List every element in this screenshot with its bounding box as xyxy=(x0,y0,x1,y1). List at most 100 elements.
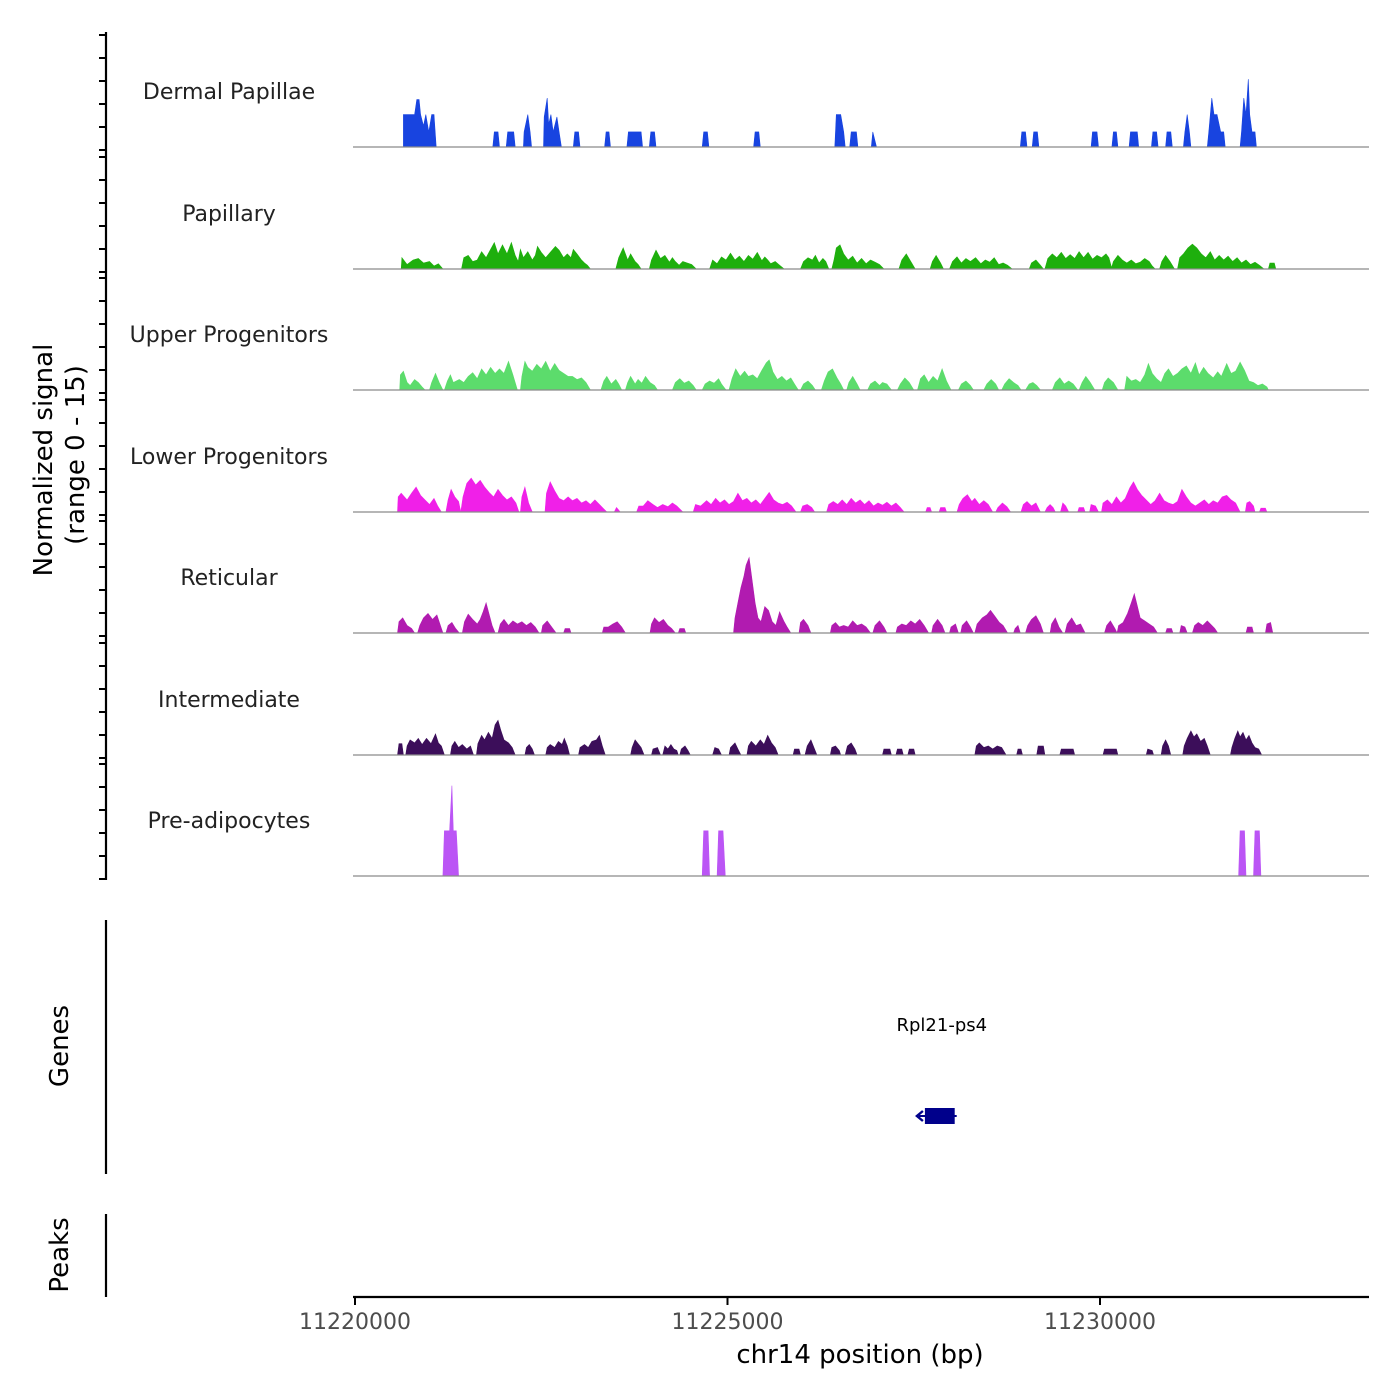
gene-label: Rpl21-ps4 xyxy=(897,1015,988,1036)
signal-area xyxy=(648,249,697,270)
signal-area xyxy=(636,500,684,513)
x-axis-title: chr14 position (bp) xyxy=(736,1340,983,1370)
signal-area xyxy=(844,742,858,756)
signal-area xyxy=(572,131,581,148)
signal-area xyxy=(792,748,801,756)
signal-area xyxy=(1245,626,1254,634)
signal-area xyxy=(804,739,818,756)
signal-area xyxy=(800,504,816,513)
signal-area xyxy=(1265,622,1274,634)
y-axis-title-line2: (range 0 - 15) xyxy=(61,365,91,545)
signal-area xyxy=(895,618,930,634)
signal-area xyxy=(461,241,592,270)
signal-area xyxy=(492,131,500,148)
signal-area xyxy=(543,97,562,148)
track-upper-progenitors: Upper Progenitors xyxy=(130,323,1369,391)
track-papillary: Papillary xyxy=(182,202,1369,270)
signal-area xyxy=(399,370,426,391)
signal-area xyxy=(679,745,691,756)
genes-panel-label: Genes xyxy=(45,1005,75,1087)
signal-area xyxy=(1077,507,1086,513)
signal-area xyxy=(829,745,842,756)
signal-area xyxy=(520,360,591,391)
signal-area xyxy=(709,251,785,270)
track-intermediate: Intermediate xyxy=(158,688,1369,756)
signal-area xyxy=(949,623,959,634)
signal-area xyxy=(397,617,416,634)
signal-area xyxy=(615,247,642,270)
signal-area xyxy=(867,380,892,391)
signal-area xyxy=(949,256,1013,270)
signal-area xyxy=(1044,251,1113,270)
x-axis-ticks: 11220000 11225000 11230000 xyxy=(299,1297,1156,1335)
signal-area xyxy=(1020,501,1041,513)
signal-area xyxy=(1064,617,1086,634)
signal-area xyxy=(798,618,812,634)
signal-area xyxy=(929,254,944,270)
signal-area xyxy=(1090,131,1099,148)
signal-area xyxy=(450,740,474,756)
signal-area xyxy=(563,628,572,634)
signal-area xyxy=(957,380,974,391)
x-tick-label: 11220000 xyxy=(299,1310,411,1335)
signal-area xyxy=(540,620,557,634)
signal-area xyxy=(1111,131,1119,148)
signal-area xyxy=(545,737,570,756)
signal-area xyxy=(712,747,722,756)
signal-area xyxy=(497,618,540,634)
signal-area xyxy=(600,375,623,391)
signal-area xyxy=(613,506,621,513)
signal-area xyxy=(931,618,946,634)
signal-area xyxy=(849,131,859,148)
signal-tracks: Dermal Papillae Papillary Upper Progenitor… xyxy=(130,79,1369,877)
signal-area xyxy=(733,556,792,634)
signal-area xyxy=(692,491,797,513)
track-label: Lower Progenitors xyxy=(130,445,328,470)
signal-area xyxy=(460,477,520,513)
signal-area xyxy=(400,256,444,270)
signal-area xyxy=(648,131,657,148)
signal-area xyxy=(701,131,710,148)
track-lower-progenitors: Lower Progenitors xyxy=(130,445,1369,513)
signal-area xyxy=(651,747,661,756)
signal-area xyxy=(1253,830,1262,877)
signal-area xyxy=(728,359,799,391)
genes-track: Rpl21-ps4 xyxy=(897,1015,988,1124)
signal-area xyxy=(974,609,1009,634)
signal-area xyxy=(1089,504,1099,513)
signal-area xyxy=(1206,97,1226,148)
signal-area xyxy=(476,719,516,756)
signal-area xyxy=(442,785,459,877)
gene-exon xyxy=(924,1108,955,1124)
signal-area xyxy=(1013,624,1021,634)
signal-area xyxy=(461,601,496,634)
signal-area xyxy=(1128,131,1140,148)
strand-arrow xyxy=(915,1110,924,1122)
signal-area xyxy=(578,734,606,756)
track-label: Intermediate xyxy=(158,688,300,713)
signal-area xyxy=(831,244,885,270)
signal-area xyxy=(671,378,697,391)
signal-area xyxy=(405,733,445,756)
track-pre-adipocytes: Pre-adipocytes xyxy=(148,785,1369,877)
signal-y-axis-ticks xyxy=(99,34,106,880)
signal-area xyxy=(1165,628,1174,634)
signal-area xyxy=(1019,131,1028,148)
signal-area xyxy=(925,507,933,513)
signal-area xyxy=(1183,114,1192,148)
signal-area xyxy=(974,742,1007,756)
signal-area xyxy=(716,830,726,877)
signal-area xyxy=(898,253,916,270)
signal-area xyxy=(1049,617,1064,634)
track-label: Upper Progenitors xyxy=(130,323,329,348)
signal-area xyxy=(746,734,779,756)
signal-area xyxy=(1191,620,1219,634)
signal-area xyxy=(1104,620,1118,634)
signal-area xyxy=(701,378,727,391)
signal-area xyxy=(1028,259,1045,270)
signal-area xyxy=(544,481,608,513)
signal-area xyxy=(397,486,442,513)
signal-area xyxy=(505,131,516,148)
track-label: Reticular xyxy=(180,566,278,591)
